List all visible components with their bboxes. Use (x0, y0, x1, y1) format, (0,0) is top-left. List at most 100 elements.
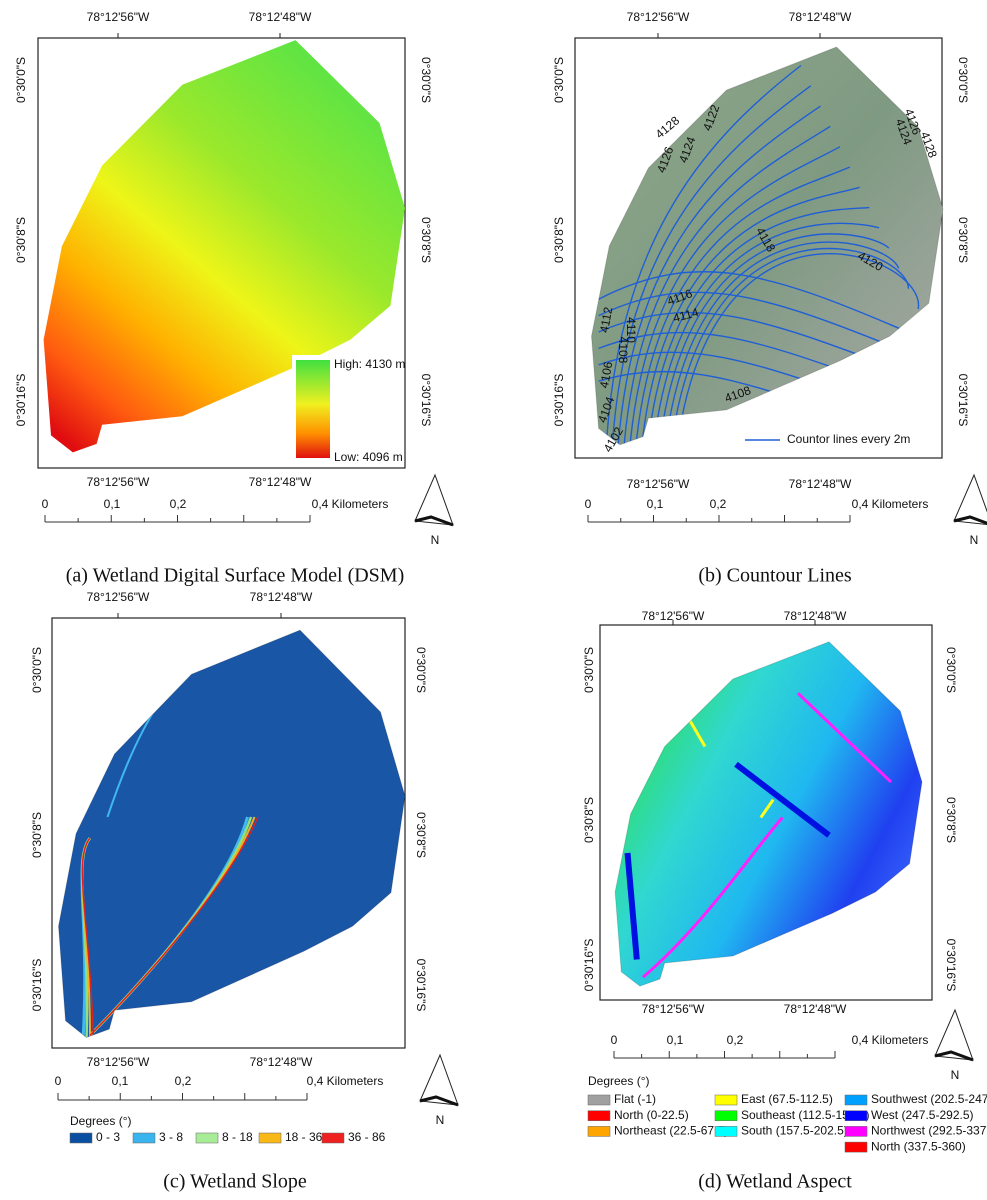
top-coordinate: 78°12'48"W (249, 10, 312, 24)
right-coordinate: 0°30'0"S (944, 647, 958, 693)
scale-label: 0,4 Kilometers (312, 497, 389, 511)
contour-label: 4108 (616, 337, 630, 364)
top-coordinate: 78°12'56"W (627, 10, 690, 24)
scale-label: 0,2 (170, 497, 187, 511)
right-coordinate: 0°30'8"S (419, 217, 433, 263)
legend-swatch (322, 1133, 344, 1143)
caption: (d) Wetland Aspect (698, 1171, 852, 1193)
scale-label: 0,4 Kilometers (852, 497, 929, 511)
legend-swatch (715, 1126, 737, 1136)
caption: (a) Wetland Digital Surface Model (DSM) (66, 565, 405, 587)
legend-item: 36 - 86 (348, 1130, 386, 1144)
legend-swatch (196, 1133, 218, 1143)
legend-swatch (845, 1111, 867, 1121)
legend-swatch (845, 1142, 867, 1152)
bottom-coordinate: 78°12'56"W (87, 1055, 150, 1069)
scale-label: 0,2 (710, 497, 727, 511)
legend-swatch (588, 1126, 610, 1136)
legend-item: Southwest (202.5-247.5) (871, 1092, 987, 1106)
bottom-coordinate: 78°12'56"W (642, 1002, 705, 1016)
figure: 78°12'56"W 78°12'56"W 78°12'48"W 78°12'48"W… (0, 0, 987, 1200)
legend-swatch (588, 1111, 610, 1121)
legend-swatch (715, 1111, 737, 1121)
right-coordinate: 0°30'16"S (956, 374, 970, 427)
scale-label: 0 (55, 1074, 62, 1088)
right-coordinate: 0°30'16"S (944, 939, 958, 992)
legend-item: North (0-22.5) (614, 1108, 689, 1122)
bottom-coordinate: 78°12'48"W (784, 1002, 847, 1016)
scale-label: 0,4 Kilometers (307, 1074, 384, 1088)
right-coordinate: 0°30'0"S (419, 57, 433, 103)
bottom-coordinate: 78°12'48"W (250, 1055, 313, 1069)
bottom-coordinate: 78°12'48"W (249, 475, 312, 489)
scale-label: 0 (585, 497, 592, 511)
page: 78°12'56"W 78°12'56"W 78°12'48"W 78°12'48"W… (0, 0, 987, 1200)
legend-item: West (247.5-292.5) (871, 1108, 974, 1122)
right-coordinate: 0°30'0"S (956, 57, 970, 103)
top-coordinate: 78°12'56"W (87, 10, 150, 24)
legend-title: Degrees (°) (70, 1114, 131, 1128)
legend-item: Northwest (292.5-337.5) (871, 1124, 987, 1138)
legend-swatch (133, 1133, 155, 1143)
left-coordinate: 0°30'16"S (552, 374, 566, 427)
legend-low: Low: 4096 m (334, 450, 403, 464)
left-coordinate: 0°30'16"S (14, 374, 28, 427)
scale-label: 0 (611, 1033, 618, 1047)
caption: (c) Wetland Slope (163, 1171, 307, 1193)
scale-label: 0,1 (104, 497, 121, 511)
caption: (b) Countour Lines (698, 565, 852, 587)
legend-item: Flat (-1) (614, 1092, 656, 1106)
legend-high: High: 4130 m (334, 357, 405, 371)
scale-label: 0,2 (175, 1074, 192, 1088)
top-coordinate: 78°12'48"W (789, 10, 852, 24)
left-coordinate: 0°30'16"S (582, 939, 596, 992)
left-coordinate: 0°30'16"S (30, 959, 44, 1012)
legend-swatch (259, 1133, 281, 1143)
bottom-coordinate: 78°12'56"W (627, 477, 690, 491)
right-coordinate: 0°30'8"S (944, 797, 958, 843)
legend-item: South (157.5-202.5) (741, 1124, 848, 1138)
scale-label: 0 (42, 497, 49, 511)
bottom-coordinate: 78°12'56"W (87, 475, 150, 489)
left-coordinate: 0°30'0"S (14, 57, 28, 103)
left-coordinate: 0°30'8"S (30, 812, 44, 858)
legend-item: North (337.5-360) (871, 1139, 966, 1153)
left-coordinate: 0°30'0"S (30, 647, 44, 693)
north-label: N (431, 533, 440, 547)
bottom-coordinate: 78°12'48"W (789, 477, 852, 491)
scale-label: 0,1 (112, 1074, 129, 1088)
left-coordinate: 0°30'8"S (552, 217, 566, 263)
legend-ramp (296, 360, 330, 458)
north-label: N (436, 1113, 445, 1127)
right-coordinate: 0°30'0"S (414, 647, 428, 693)
right-coordinate: 0°30'16"S (419, 374, 433, 427)
scale-label: 0,1 (667, 1033, 684, 1047)
top-coordinate: 78°12'56"W (87, 590, 150, 604)
right-coordinate: 0°30'8"S (956, 217, 970, 263)
map-panel: 78°12'56"W 78°12'56"W 78°12'48"W 78°12'48"W… (30, 590, 458, 1192)
map-panel: 78°12'56"W 78°12'56"W 78°12'48"W 78°12'48"W… (14, 10, 453, 586)
north-label: N (970, 533, 979, 547)
legend-item: Northeast (22.5-67.5) (614, 1124, 728, 1138)
left-coordinate: 0°30'0"S (582, 647, 596, 693)
left-coordinate: 0°30'8"S (14, 217, 28, 263)
legend-item: 0 - 3 (96, 1130, 120, 1144)
scale-label: 0,4 Kilometers (852, 1033, 929, 1047)
scale-label: 0,2 (727, 1033, 744, 1047)
legend-swatch (588, 1095, 610, 1105)
top-coordinate: 78°12'48"W (250, 590, 313, 604)
right-coordinate: 0°30'8"S (414, 812, 428, 858)
left-coordinate: 0°30'0"S (552, 57, 566, 103)
right-coordinate: 0°30'16"S (414, 959, 428, 1012)
legend-item: East (67.5-112.5) (741, 1092, 833, 1106)
legend-swatch (845, 1126, 867, 1136)
legend-item: 18 - 36 (285, 1130, 323, 1144)
legend-swatch (70, 1133, 92, 1143)
legend-item: 3 - 8 (159, 1130, 183, 1144)
map-panel: 78°12'56"W 78°12'56"W 78°12'48"W 78°12'48"W… (552, 10, 987, 586)
legend-swatch (715, 1095, 737, 1105)
legend-title: Degrees (°) (588, 1074, 649, 1088)
legend-swatch (845, 1095, 867, 1105)
left-coordinate: 0°30'8"S (582, 797, 596, 843)
scale-label: 0,1 (647, 497, 664, 511)
